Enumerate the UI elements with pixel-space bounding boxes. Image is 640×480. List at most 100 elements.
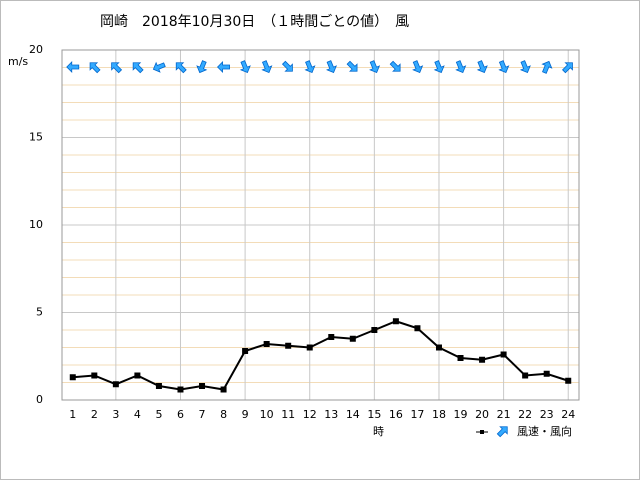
point xyxy=(543,370,550,377)
wind-arrow xyxy=(111,62,123,74)
point xyxy=(349,335,356,342)
legend-marker xyxy=(480,430,484,434)
x-axis-label: 時 xyxy=(373,425,384,438)
point xyxy=(242,348,249,354)
point xyxy=(328,334,335,340)
x-tick-label: 3 xyxy=(112,408,119,421)
point xyxy=(155,383,162,389)
wind-arrow xyxy=(304,60,316,74)
x-tick-label: 6 xyxy=(177,408,184,421)
wind-arrow xyxy=(433,60,445,74)
point xyxy=(500,351,507,358)
series-line xyxy=(72,320,569,391)
arrow-shape xyxy=(325,60,338,74)
point xyxy=(457,355,464,361)
point xyxy=(263,341,270,347)
wind-arrow xyxy=(325,60,338,74)
point xyxy=(285,342,292,349)
legend-label: 風速・風向 xyxy=(517,424,572,438)
point xyxy=(69,374,76,381)
x-tick-label: 23 xyxy=(540,408,554,421)
x-tick-label: 15 xyxy=(367,408,381,421)
legend-arrow xyxy=(496,426,508,438)
point xyxy=(565,377,572,384)
x-tick-label: 14 xyxy=(346,408,360,421)
x-tick-label: 10 xyxy=(260,408,274,421)
wind-arrow xyxy=(519,60,531,74)
point xyxy=(199,383,206,389)
wind-arrow xyxy=(389,60,401,72)
point xyxy=(414,325,421,332)
y-tick-label: 0 xyxy=(36,393,43,406)
arrow-shape xyxy=(498,60,510,74)
wind-arrow xyxy=(216,61,230,73)
wind-arrow xyxy=(239,60,251,74)
wind-arrow xyxy=(541,60,553,74)
point xyxy=(306,344,313,351)
y-axis-label: m/s xyxy=(8,55,28,68)
x-tick-label: 16 xyxy=(389,408,403,421)
arrow-shape xyxy=(541,60,553,74)
arrow-shape xyxy=(196,60,208,74)
point xyxy=(479,356,486,363)
arrow-shape xyxy=(304,60,316,74)
legend: 風速・風向 xyxy=(476,424,572,438)
arrow-shape xyxy=(175,62,187,74)
y-tick-label: 20 xyxy=(29,43,43,56)
wind-arrow xyxy=(412,60,424,74)
arrow-shape xyxy=(433,60,445,74)
y-tick-label: 15 xyxy=(29,131,43,144)
x-tick-label: 18 xyxy=(432,408,446,421)
arrow-shape xyxy=(261,60,273,74)
wind-arrow xyxy=(66,61,80,73)
point xyxy=(220,386,227,393)
arrow-shape xyxy=(132,62,144,74)
point xyxy=(177,386,184,393)
arrow-shape xyxy=(281,60,293,72)
x-tick-label: 7 xyxy=(199,408,206,421)
arrow-shape xyxy=(476,60,488,74)
x-tick-label: 24 xyxy=(561,408,575,421)
arrow-shape xyxy=(152,61,166,73)
arrow-shape xyxy=(111,62,123,74)
wind-arrow xyxy=(369,60,381,74)
x-tick-label: 12 xyxy=(303,408,317,421)
arrow-shape xyxy=(389,60,401,72)
x-tick-label: 9 xyxy=(242,408,249,421)
x-tick-label: 17 xyxy=(410,408,424,421)
arrow-shape xyxy=(562,62,573,74)
x-tick-label: 20 xyxy=(475,408,489,421)
arrow-shape xyxy=(519,60,531,74)
arrow-shape xyxy=(455,60,467,74)
x-tick-label: 2 xyxy=(91,408,98,421)
x-tick-label: 4 xyxy=(134,408,141,421)
point xyxy=(112,381,119,388)
x-tick-label: 13 xyxy=(324,408,338,421)
wind-arrow xyxy=(498,60,510,74)
y-tick-label: 10 xyxy=(29,218,43,231)
wind-arrow xyxy=(346,60,358,72)
wind-arrow xyxy=(89,62,101,74)
arrow-shape xyxy=(66,61,80,73)
arrow-shape xyxy=(346,60,358,72)
x-tick-label: 22 xyxy=(518,408,532,421)
plot-border xyxy=(61,49,580,401)
arrow-shape xyxy=(412,60,424,74)
wind-arrow xyxy=(281,60,293,72)
point xyxy=(522,372,529,379)
x-tick-label: 11 xyxy=(281,408,295,421)
point xyxy=(435,344,442,351)
wind-arrow xyxy=(562,62,573,74)
x-tick-label: 8 xyxy=(220,408,227,421)
wind-arrow xyxy=(476,60,488,74)
wind-arrow xyxy=(175,62,187,74)
x-tick-label: 5 xyxy=(155,408,162,421)
arrow-shape xyxy=(239,60,251,74)
arrow-shape xyxy=(216,61,230,73)
point xyxy=(134,372,141,379)
x-tick-label: 21 xyxy=(497,408,511,421)
y-tick-label: 5 xyxy=(36,306,43,319)
chart-title: 岡崎 2018年10月30日 （１時間ごとの値） 風 xyxy=(100,14,409,30)
point xyxy=(91,372,98,379)
